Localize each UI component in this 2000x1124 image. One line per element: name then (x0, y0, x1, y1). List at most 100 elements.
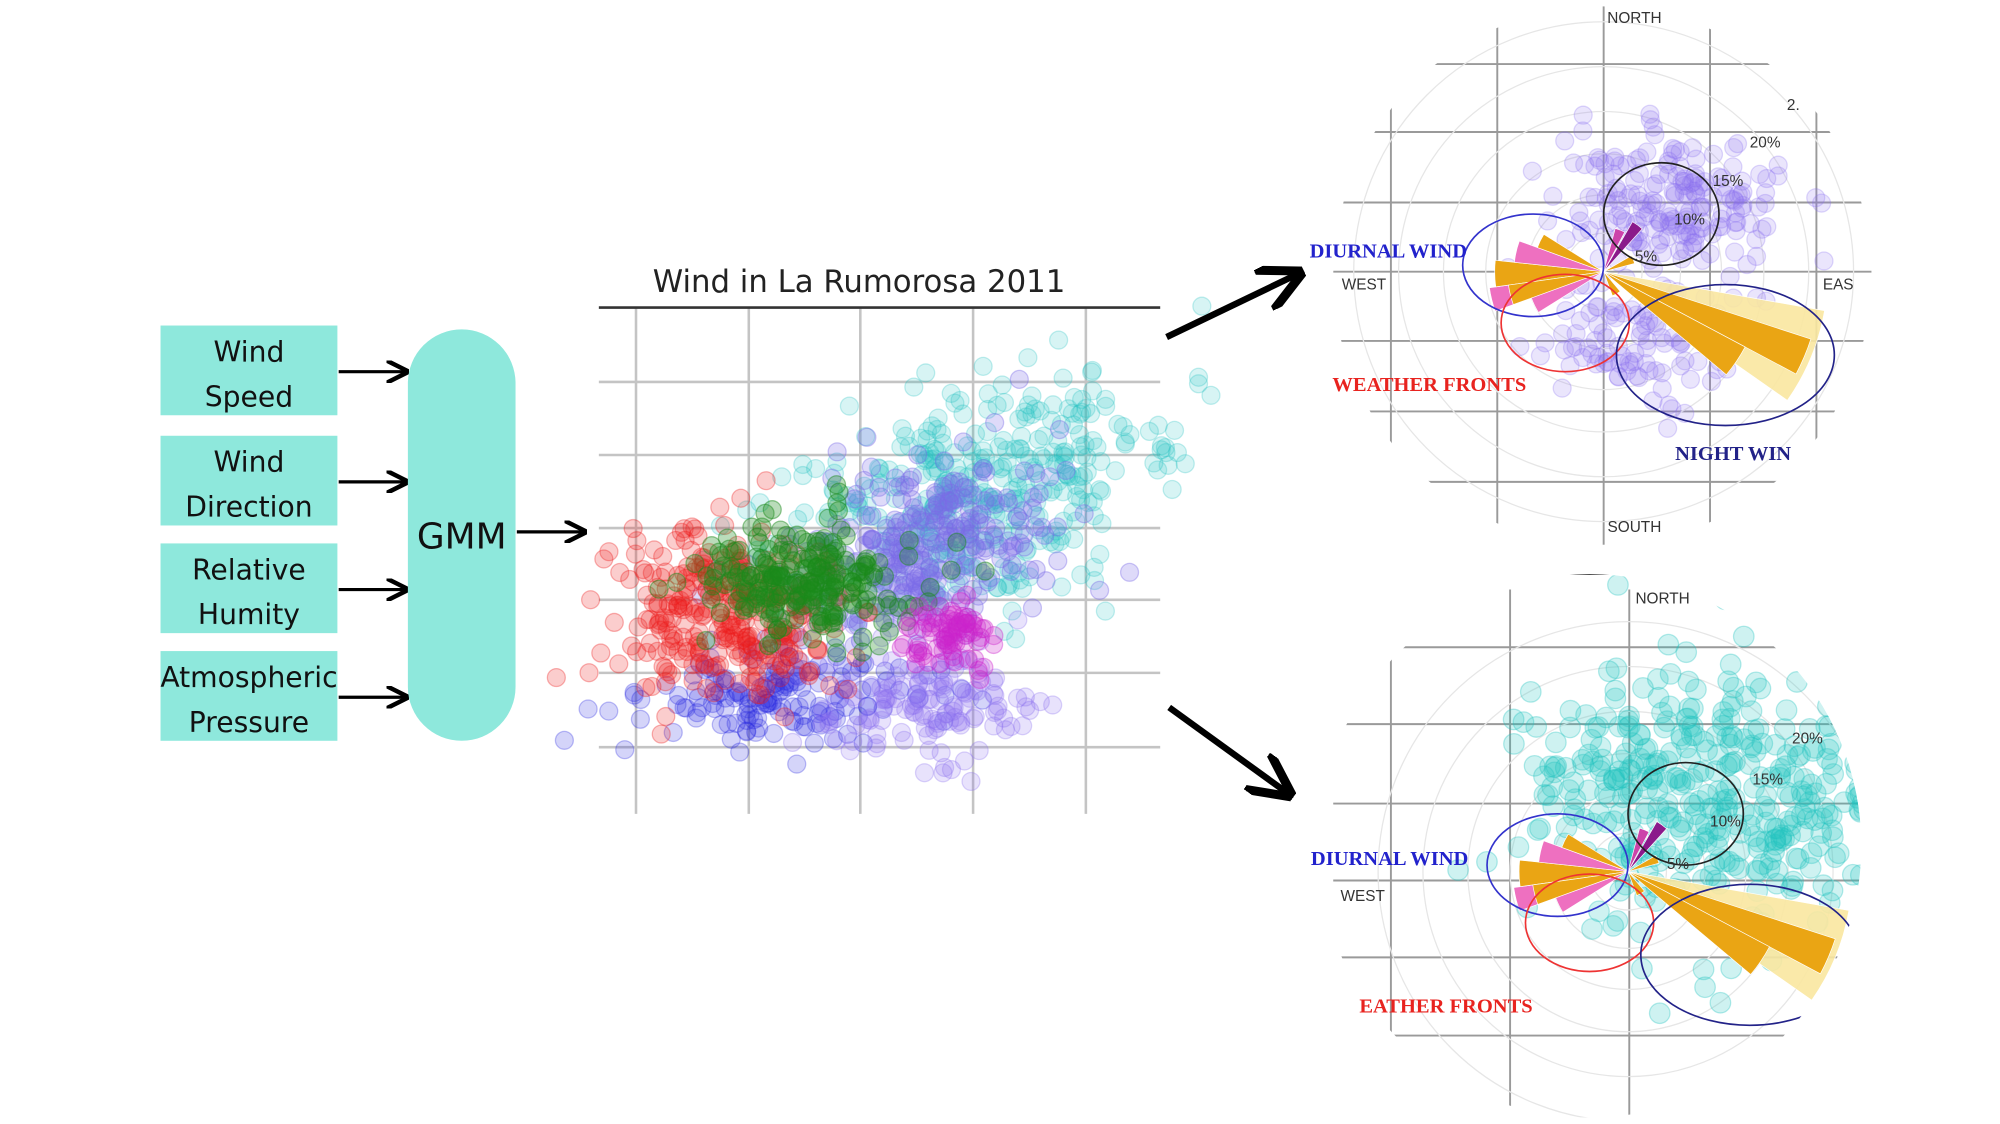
cluster-point (928, 408, 948, 428)
cluster-point (1167, 442, 1188, 463)
cluster-point (1019, 700, 1040, 721)
cluster-point (899, 477, 920, 497)
cluster-point (997, 488, 1017, 508)
cluster-point (1008, 563, 1029, 583)
cluster-point (818, 580, 838, 600)
cluster-point (844, 577, 864, 597)
cluster-point (1844, 752, 1862, 775)
cluster-point (1755, 183, 1776, 203)
cluster-point (1019, 560, 1040, 580)
cluster-point (1755, 830, 1778, 853)
cluster-point (1659, 164, 1679, 184)
cluster-point (876, 689, 896, 709)
cluster-point (1708, 574, 1731, 595)
cluster-point (1636, 338, 1657, 358)
cluster-point (756, 471, 776, 491)
cluster-point (1757, 217, 1777, 237)
cluster-point (855, 561, 875, 581)
cluster-point (687, 703, 707, 723)
cluster-point (854, 535, 874, 555)
cluster-point (919, 558, 940, 579)
cluster-point (848, 706, 868, 726)
cluster-point (1685, 168, 1706, 188)
cluster-point (871, 678, 891, 698)
cluster-point (1715, 799, 1738, 822)
cluster-point (786, 584, 806, 604)
cluster-point (1045, 534, 1065, 554)
cluster-point (950, 485, 971, 505)
cluster-point (938, 497, 958, 518)
cluster-point (818, 584, 838, 605)
cluster-point (953, 477, 973, 498)
cluster-point (1025, 399, 1045, 419)
cluster-point (818, 587, 838, 607)
cluster-point (654, 608, 675, 628)
cluster-point (957, 546, 977, 566)
cluster-point (772, 653, 792, 674)
cluster-point (1000, 575, 1021, 595)
cluster-point (730, 583, 750, 603)
cluster-point (727, 591, 747, 611)
cluster-point (1893, 649, 1914, 670)
cluster-point (945, 652, 965, 672)
ring (1442, 110, 1765, 433)
cluster-point (1658, 418, 1678, 438)
cluster-point (900, 607, 920, 628)
cluster-point (668, 565, 688, 586)
cluster-point (1727, 212, 1747, 232)
cluster-point (699, 585, 720, 605)
cluster-point (747, 656, 767, 677)
cluster-point (753, 612, 774, 632)
cluster-point (1158, 455, 1178, 475)
cluster-point (709, 542, 729, 562)
cluster-point (1582, 344, 1602, 364)
cluster-point (1704, 760, 1727, 782)
cluster-point (1688, 351, 1708, 372)
cluster-point (1716, 755, 1738, 778)
cluster-point (1539, 755, 1561, 778)
cluster-point (840, 741, 860, 761)
cluster-point (625, 544, 646, 564)
cluster-point (984, 716, 1004, 736)
cluster-point (769, 534, 789, 554)
cluster-point (939, 605, 959, 625)
cluster-point (888, 597, 909, 617)
cluster-point (760, 639, 780, 659)
cluster-point (667, 596, 688, 616)
cluster-point (1024, 457, 1044, 478)
cluster-point (1858, 936, 1862, 959)
cluster-point (1814, 251, 1834, 271)
cluster-point (1139, 421, 1160, 442)
cluster-point (1579, 187, 1599, 207)
cluster-point (843, 687, 863, 707)
cluster-point (842, 593, 862, 613)
cluster-point (963, 557, 983, 577)
cluster-point (959, 529, 980, 549)
cluster-point (861, 677, 881, 698)
cluster-point (623, 518, 643, 539)
cluster-point (842, 572, 862, 592)
cluster-point (767, 620, 788, 640)
cluster-point (969, 505, 989, 525)
cluster-point (1721, 189, 1741, 209)
cluster-point (827, 514, 847, 535)
cluster-point (864, 565, 884, 585)
cluster-point (1676, 222, 1696, 242)
cluster-point (828, 612, 849, 632)
cluster-point (1760, 848, 1782, 871)
cluster-point (806, 573, 826, 593)
cluster-point (939, 492, 959, 512)
cluster-point (701, 630, 721, 650)
cluster-point (774, 676, 794, 697)
cluster-point (683, 665, 703, 685)
cluster-point (1544, 731, 1567, 754)
cluster-point (1602, 768, 1625, 791)
cluster-point (822, 577, 843, 597)
cluster-point (836, 555, 856, 575)
cluster-point (676, 568, 696, 588)
cluster-point (930, 505, 950, 525)
cluster-point (1692, 958, 1715, 981)
cluster-point (762, 500, 782, 520)
cluster-point (1151, 440, 1171, 460)
cluster-point (1681, 173, 1701, 193)
